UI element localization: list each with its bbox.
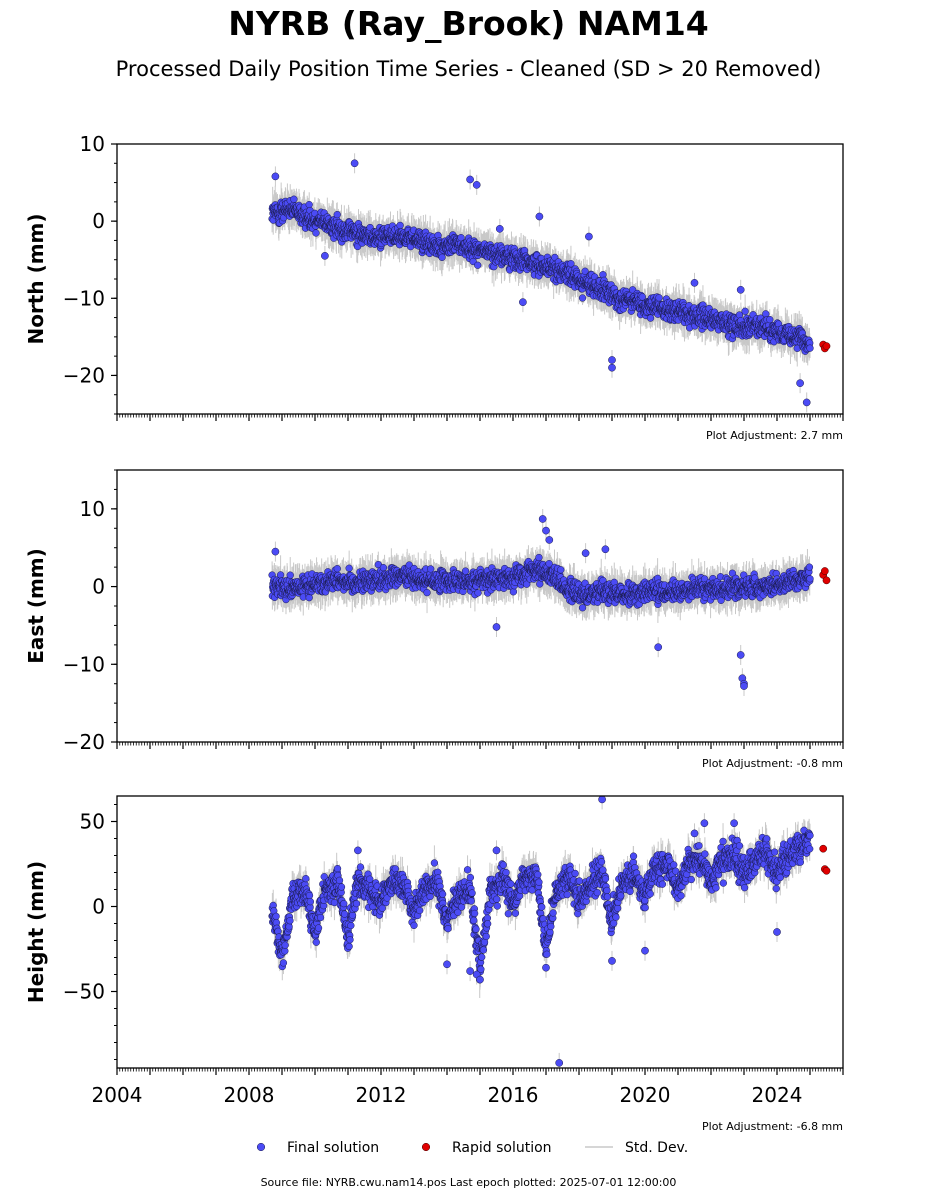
north-outlier-point [519, 298, 527, 306]
chart-title: NYRB (Ray_Brook) NAM14 [228, 4, 709, 43]
north-outlier-point [321, 252, 329, 260]
north-stddev-bars [271, 153, 811, 413]
north-ytick-label: −20 [63, 363, 105, 387]
north-final-point [474, 261, 482, 269]
north-plot-adjustment: Plot Adjustment: 2.7 mm [706, 429, 843, 442]
north-outlier-point [608, 356, 616, 364]
north-ytick-label: 10 [80, 132, 105, 156]
north-final-point [581, 267, 589, 275]
north-final-point [766, 315, 774, 324]
north-final-point [396, 221, 404, 230]
north-final-point [578, 294, 587, 302]
north-ytick-label: 0 [92, 209, 105, 233]
north-rapid-point [822, 342, 831, 350]
north-data [268, 153, 831, 413]
north-final-point [762, 310, 770, 318]
north-final-point [741, 307, 749, 315]
north-final-point [457, 234, 465, 242]
north-outlier-point [608, 363, 616, 372]
north-outlier-point [802, 398, 811, 407]
north-outlier-point [736, 285, 745, 294]
north-final-point [638, 293, 646, 301]
north-final-point [333, 210, 341, 219]
east-stddev-bars [271, 508, 811, 697]
north-outlier-point [796, 379, 804, 387]
north-outlier-point [350, 159, 359, 168]
chart-subtitle: Processed Daily Position Time Series - C… [115, 57, 822, 81]
north-final-point [312, 229, 320, 237]
north-final-point [290, 195, 298, 203]
east-data [268, 508, 831, 697]
north-final-point [655, 294, 663, 302]
north-final-point [646, 314, 655, 322]
north-final-point [438, 253, 446, 261]
north-outlier-point [472, 181, 481, 189]
north-outlier-point [535, 212, 544, 221]
north-outlier-point [585, 232, 593, 241]
north-ylabel: North (mm) [24, 213, 48, 344]
north-final-points [268, 159, 814, 407]
north-ytick-label: −10 [63, 286, 105, 310]
north-final-point [806, 344, 814, 352]
north-outlier-point [271, 172, 280, 181]
panel-north: 10 0 −10 −20 North (mm) Plot Adjustment: 2.7 … [24, 132, 844, 442]
north-outlier-point [690, 279, 699, 287]
north-outlier-point [495, 225, 504, 233]
north-outlier-point [466, 175, 474, 184]
